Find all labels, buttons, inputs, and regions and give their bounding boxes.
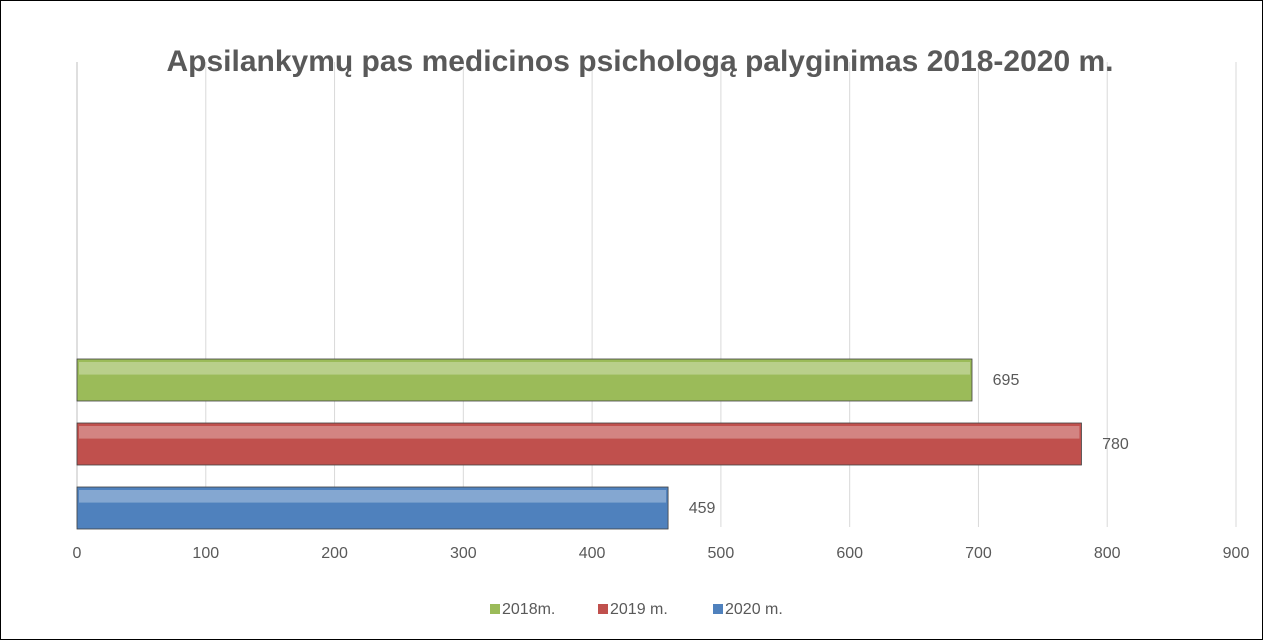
bar xyxy=(76,486,669,530)
data-label: 780 xyxy=(1102,436,1129,453)
bar-highlight xyxy=(79,426,1080,439)
x-tick-label: 400 xyxy=(579,545,606,562)
x-tick-label: 500 xyxy=(708,545,735,562)
data-label: 695 xyxy=(993,372,1020,389)
bar-highlight xyxy=(79,362,971,375)
bar-highlight xyxy=(79,490,667,503)
legend-label: 2019 m. xyxy=(610,601,668,618)
legend-label: 2020 m. xyxy=(725,601,783,618)
x-tick-label: 300 xyxy=(450,545,477,562)
legend-swatch xyxy=(490,604,500,614)
x-tick-label: 700 xyxy=(965,545,992,562)
x-tick-label: 100 xyxy=(192,545,219,562)
chart-title: Apsilankymų pas medicinos psichologą pal… xyxy=(166,45,1114,78)
data-label: 459 xyxy=(689,500,716,517)
x-tick-label: 600 xyxy=(836,545,863,562)
x-tick-label: 0 xyxy=(73,545,82,562)
legend-swatch xyxy=(713,604,723,614)
bar xyxy=(76,422,1082,466)
x-tick-label: 200 xyxy=(321,545,348,562)
x-tick-label: 900 xyxy=(1223,545,1250,562)
legend-label: 2018m. xyxy=(502,601,555,618)
x-tick-label: 800 xyxy=(1094,545,1121,562)
legend-swatch xyxy=(598,604,608,614)
bar xyxy=(76,358,973,402)
